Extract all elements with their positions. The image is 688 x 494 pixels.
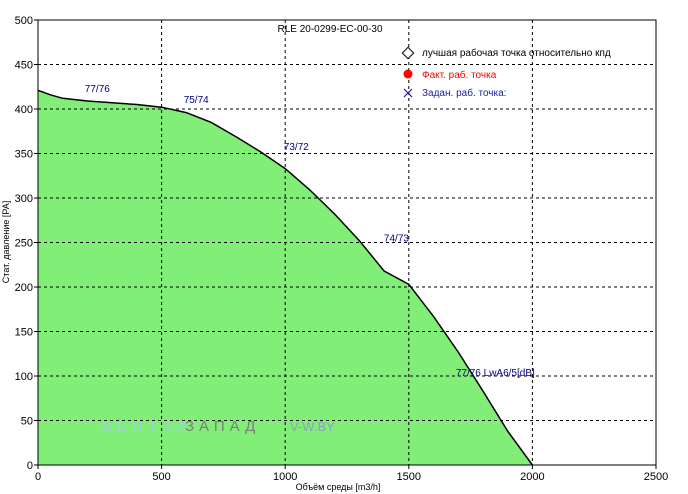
watermark-part-3: V-W.BY bbox=[290, 419, 335, 434]
legend: лучшая рабочая точка относительно кпд Фа… bbox=[401, 46, 611, 99]
annotation-label-2: 73/72 bbox=[284, 142, 309, 153]
watermark: ВЕНТЭЛ ЗАПАД V-W.BY bbox=[102, 418, 335, 435]
x-tick-label-4: 2000 bbox=[520, 471, 544, 483]
legend-best-point-icon bbox=[401, 46, 415, 60]
annotation-label-1: 75/74 bbox=[184, 95, 209, 106]
y-tick-label-4: 200 bbox=[15, 282, 33, 294]
watermark-part-2: ЗАПАД bbox=[185, 418, 260, 435]
x-axis-title: Объём среды [m3/h] bbox=[296, 482, 381, 492]
x-tick-label-3: 1500 bbox=[397, 471, 421, 483]
x-tick-label-5: 2500 bbox=[644, 471, 668, 483]
legend-target-point-icon bbox=[403, 88, 413, 98]
legend-target-point-label: Задан. раб. точка: bbox=[422, 87, 506, 99]
x-tick-label-1: 500 bbox=[152, 471, 170, 483]
y-tick-label-8: 400 bbox=[15, 104, 33, 116]
x-tick-label-2: 1000 bbox=[273, 471, 297, 483]
legend-actual-point-icon bbox=[403, 69, 413, 79]
performance-curve bbox=[37, 89, 534, 466]
y-tick-label-5: 250 bbox=[15, 238, 33, 250]
y-tick-label-10: 500 bbox=[15, 15, 33, 27]
x-tick-label-0: 0 bbox=[35, 471, 41, 483]
legend-best-point-label: лучшая рабочая точка относительно кпд bbox=[422, 47, 611, 59]
annotation-label-4: 77/76 LwA6/5[dB] bbox=[456, 368, 535, 379]
annotation-label-3: 74/73 bbox=[384, 234, 409, 245]
y-tick-label-1: 50 bbox=[21, 416, 33, 428]
y-tick-label-7: 350 bbox=[15, 149, 33, 161]
grid bbox=[38, 20, 656, 465]
y-tick-label-3: 150 bbox=[15, 327, 33, 339]
y-tick-label-9: 450 bbox=[15, 60, 33, 72]
chart-title: RLE 20-0299-EC-00-30 bbox=[277, 24, 382, 35]
annotation-label-0: 77/76 bbox=[85, 84, 110, 95]
y-tick-label-2: 100 bbox=[15, 371, 33, 383]
y-tick-label-0: 0 bbox=[27, 460, 33, 472]
y-axis-ticks: 0 50 100 150 200 250 300 350 400 450 500 bbox=[15, 15, 38, 472]
x-axis-ticks: 0 500 1000 1500 2000 2500 bbox=[35, 465, 668, 483]
noise-annotations: 77/76 75/74 73/72 74/73 77/76 LwA6/5[dB] bbox=[85, 84, 535, 379]
watermark-part-1: ВЕНТЭЛ bbox=[102, 418, 192, 435]
y-axis-title: Стат. давление [PA] bbox=[1, 201, 11, 283]
legend-actual-point-label: Факт. раб. точка bbox=[422, 69, 497, 81]
y-tick-label-6: 300 bbox=[15, 193, 33, 205]
